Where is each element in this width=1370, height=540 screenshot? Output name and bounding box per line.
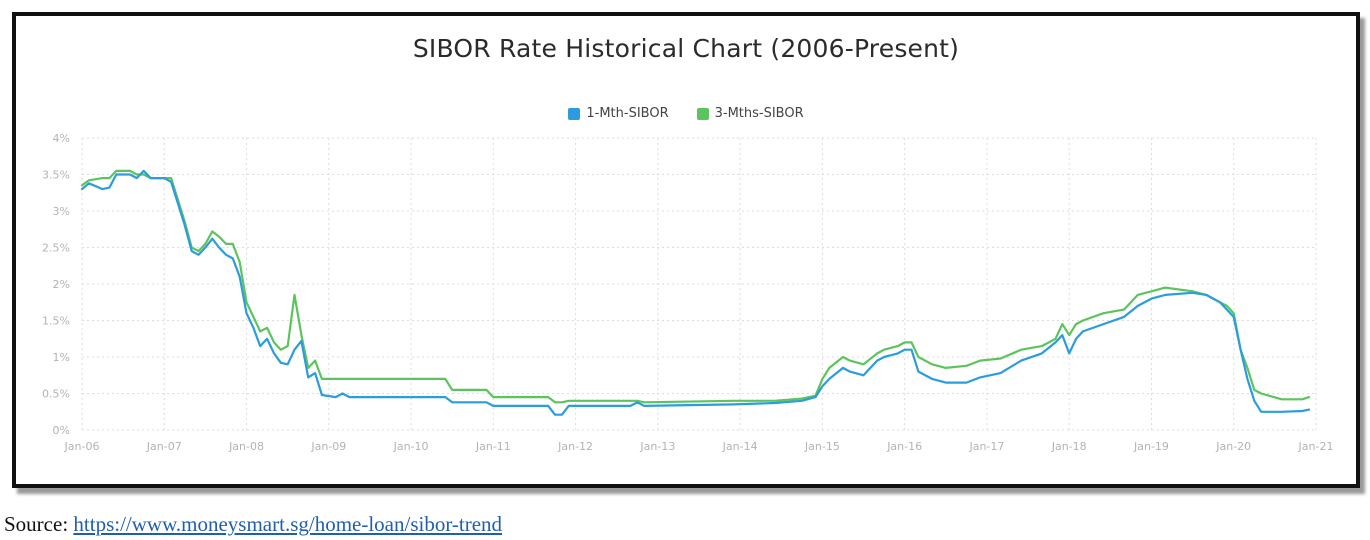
- legend-label-3mths: 3-Mths-SIBOR: [714, 106, 804, 121]
- series-line-3mths: [80, 169, 1311, 404]
- y-tick-label: 1%: [53, 351, 70, 364]
- x-tick-label: Jan-17: [968, 440, 1004, 453]
- legend-item-3mths[interactable]: 3-Mths-SIBOR: [696, 106, 804, 121]
- chart-frame: SIBOR Rate Historical Chart (2006-Presen…: [12, 12, 1360, 488]
- source-prefix: Source:: [4, 512, 74, 536]
- y-tick-label: 2.5%: [42, 242, 70, 255]
- x-tick-label: Jan-21: [1298, 440, 1334, 453]
- y-tick-label: 0.5%: [42, 388, 70, 401]
- y-tick-label: 2%: [53, 278, 70, 291]
- chart-legend: 1-Mth-SIBOR 3-Mths-SIBOR: [16, 106, 1356, 121]
- y-tick-label: 3%: [53, 205, 70, 218]
- legend-swatch-3mths: [696, 107, 709, 120]
- legend-swatch-1mth: [568, 107, 581, 120]
- y-tick-label: 4%: [53, 132, 70, 145]
- source-line: Source: https://www.moneysmart.sg/home-l…: [4, 512, 502, 537]
- x-tick-label: Jan-20: [1215, 440, 1251, 453]
- legend-label-1mth: 1-Mth-SIBOR: [586, 106, 669, 121]
- y-tick-label: 0%: [53, 424, 70, 437]
- x-tick-label: Jan-06: [64, 440, 100, 453]
- chart-plot: 0% 0.5% 1% 1.5% 2% 2.5% 3% 3.5% 4% Jan-06 Jan-07 Ja…: [42, 132, 1334, 453]
- x-tick-label: Jan-19: [1133, 440, 1169, 453]
- chart-title: SIBOR Rate Historical Chart (2006-Presen…: [412, 34, 960, 63]
- y-tick-label: 3.5%: [42, 169, 70, 182]
- x-tick-label: Jan-15: [804, 440, 840, 453]
- series-line-1mth: [80, 169, 1311, 416]
- source-link[interactable]: https://www.moneysmart.sg/home-loan/sibo…: [73, 512, 503, 536]
- x-tick-label: Jan-08: [228, 440, 264, 453]
- x-tick-label: Jan-11: [475, 440, 511, 453]
- legend-item-1mth[interactable]: 1-Mth-SIBOR: [568, 106, 669, 121]
- x-tick-label: Jan-10: [393, 440, 429, 453]
- y-tick-label: 1.5%: [42, 315, 70, 328]
- x-tick-label: Jan-12: [557, 440, 593, 453]
- x-tick-label: Jan-13: [639, 440, 675, 453]
- x-tick-label: Jan-16: [886, 440, 922, 453]
- x-tick-label: Jan-09: [310, 440, 346, 453]
- x-tick-label: Jan-14: [722, 440, 758, 453]
- x-tick-label: Jan-18: [1051, 440, 1087, 453]
- x-tick-label: Jan-07: [146, 440, 182, 453]
